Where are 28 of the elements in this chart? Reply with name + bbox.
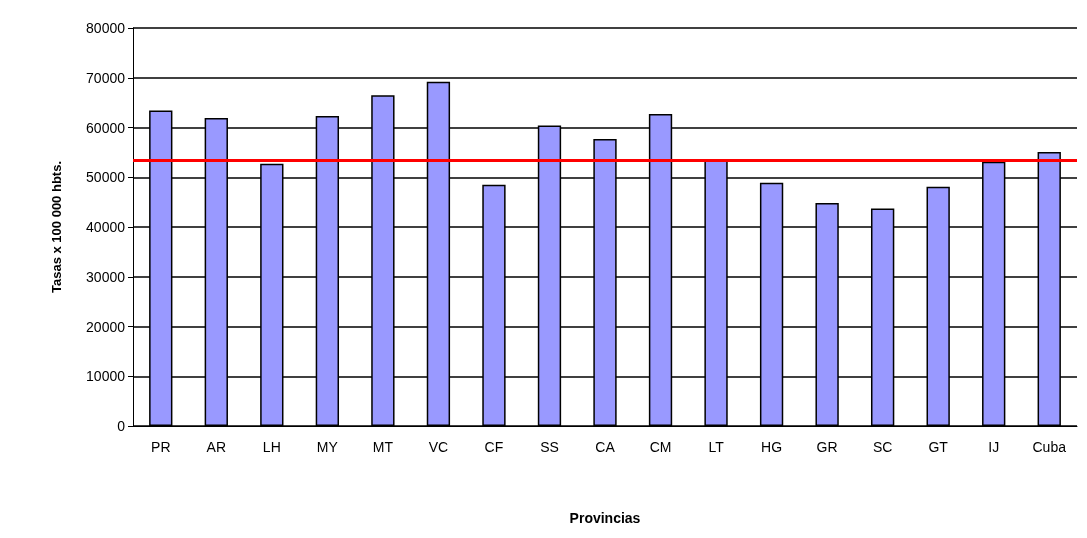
x-tick-label: MT bbox=[372, 439, 394, 455]
x-tick-label: Cuba bbox=[1032, 439, 1067, 455]
x-tick-label: VC bbox=[428, 439, 449, 455]
x-tick-label: GT bbox=[928, 439, 949, 455]
y-tick-label: 0 bbox=[117, 418, 126, 434]
x-tick-label: SC bbox=[872, 439, 893, 455]
x-tick-label: LH bbox=[262, 439, 281, 455]
x-axis-title: Provincias bbox=[569, 510, 641, 526]
x-tick-label: GR bbox=[816, 439, 838, 455]
x-tick-label: CA bbox=[595, 439, 616, 455]
y-tick-label: 40000 bbox=[86, 219, 126, 235]
y-tick-label: 30000 bbox=[86, 268, 126, 285]
x-tick-label: SS bbox=[540, 439, 559, 455]
x-tick-label: PR bbox=[151, 439, 171, 455]
x-tick-label: HG bbox=[761, 439, 783, 455]
x-tick-label: LT bbox=[708, 439, 725, 455]
y-tick-label: 20000 bbox=[86, 318, 126, 335]
y-tick-label: 10000 bbox=[86, 368, 126, 385]
x-tick-label: AR bbox=[206, 439, 227, 455]
y-tick-label: 70000 bbox=[86, 69, 126, 86]
x-tick-label: IJ bbox=[988, 439, 1000, 455]
x-tick-label: CM bbox=[649, 439, 672, 455]
y-axis-title: Tasas x 100 000 hbts. bbox=[49, 160, 64, 294]
y-tick-label: 80000 bbox=[86, 20, 126, 36]
x-tick-label: CF bbox=[484, 439, 504, 455]
y-tick-label: 50000 bbox=[86, 169, 126, 186]
y-tick-label: 60000 bbox=[86, 119, 126, 136]
x-tick-label: MY bbox=[316, 439, 339, 455]
